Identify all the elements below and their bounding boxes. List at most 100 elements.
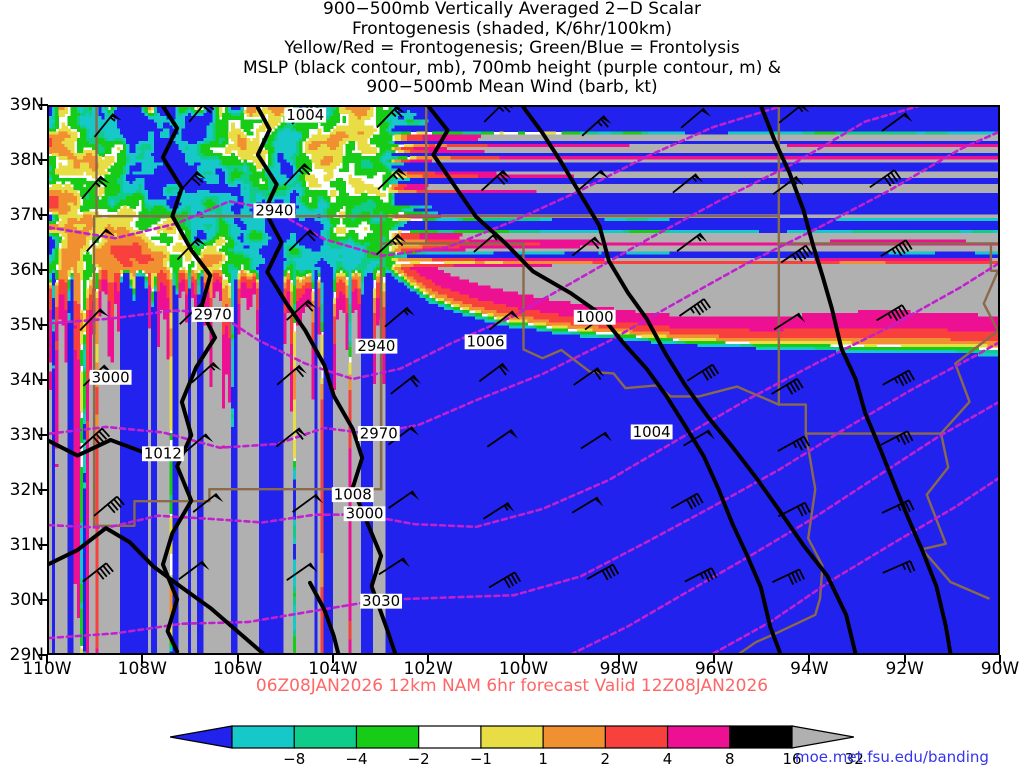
- lat-tick-label-37: 37N: [9, 205, 44, 225]
- wind-barb: [473, 231, 504, 253]
- wind-barb: [780, 244, 813, 264]
- colorbar-swatches: [170, 725, 854, 749]
- wind-barb: [93, 113, 122, 138]
- lon-tick-label-110W: 110W: [22, 659, 72, 679]
- lon-tick-label-94W: 94W: [790, 659, 829, 679]
- wind-barb: [378, 557, 410, 576]
- lon-tick-mark: [46, 655, 48, 663]
- contour-labels: 1004 1000 1006 1004 1012 1008 2940 2970 2940 2970…: [89, 107, 673, 610]
- wind-barb: [275, 427, 307, 448]
- source-url[interactable]: moe.met.fsu.edu/banding: [795, 748, 989, 766]
- lat-tick-label-36: 36N: [9, 260, 44, 280]
- colorbar-over-arrow: [791, 725, 854, 749]
- wind-barb: [387, 426, 419, 446]
- colorbar[interactable]: −8 −4 −2 −1 1 2 4 8 16 32: [170, 724, 864, 768]
- colorbar-tick-2: 2: [600, 750, 611, 768]
- lat-tick-mark: [39, 654, 48, 656]
- wind-barb: [683, 429, 715, 447]
- lat-tick-label-31: 31N: [9, 535, 44, 555]
- title-line-1: 900−500mb Vertically Averaged 2−D Scalar: [323, 0, 701, 19]
- colorbar-swatch: [666, 725, 731, 749]
- lon-tick-label-102W: 102W: [403, 659, 453, 679]
- map-canvas: 1004 1000 1006 1004 1012 1008 2940 2970 2940 2970…: [49, 107, 998, 653]
- wind-barb: [488, 310, 520, 331]
- lon-tick-label-108W: 108W: [117, 659, 167, 679]
- wind-barb: [881, 499, 915, 514]
- lat-tick-mark: [39, 324, 48, 326]
- wind-barb: [86, 228, 116, 252]
- colorbar-tick-16: 16: [782, 750, 802, 768]
- wind-barb: [377, 167, 408, 191]
- height-contour-label: 3000: [89, 368, 132, 386]
- lat-tick-label-32: 32N: [9, 480, 44, 500]
- title-line-2: Frontogenesis (shaded, K/6hr/100km): [352, 18, 672, 39]
- wind-barb: [390, 374, 422, 395]
- lon-tick-mark: [141, 655, 144, 663]
- lon-tick-mark: [903, 655, 906, 663]
- wind-barb: [686, 363, 720, 382]
- wind-barb: [773, 312, 806, 331]
- wind-barb: [376, 107, 406, 129]
- lon-tick-label-96W: 96W: [694, 659, 734, 679]
- wind-barb: [188, 107, 215, 123]
- lat-tick-label-30: 30N: [9, 590, 44, 610]
- lat-tick-label-38: 38N: [9, 150, 44, 170]
- wind-barb: [580, 431, 613, 450]
- title-block: 900−500mb Vertically Averaged 2−D Scalar…: [0, 0, 1024, 98]
- title-line-4: MSLP (black contour, mb), 700mb height (…: [242, 57, 782, 78]
- wind-barb: [288, 229, 319, 252]
- wind-barb: [376, 233, 406, 256]
- wind-barb: [384, 306, 415, 328]
- mslp-contour-label: 1012: [142, 445, 184, 463]
- wind-barb: [571, 236, 603, 257]
- lat-tick-label-33: 33N: [9, 425, 44, 445]
- wind-barb: [882, 369, 915, 387]
- lon-tick-mark: [427, 655, 430, 663]
- wind-barb: [876, 304, 909, 322]
- map-plot-area[interactable]: 1004 1000 1006 1004 1012 1008 2940 2970 2940 2970…: [47, 105, 1000, 655]
- lon-tick-label-104W: 104W: [308, 659, 358, 679]
- wind-barb: [777, 501, 811, 518]
- colorbar-tick-−4: −4: [345, 750, 368, 768]
- lat-tick-mark: [39, 214, 48, 216]
- lat-tick-mark: [39, 379, 48, 381]
- wind-barb: [286, 562, 318, 581]
- wind-barb: [79, 308, 109, 331]
- wind-barb: [488, 571, 522, 589]
- wind-barb: [486, 429, 519, 448]
- forecast-caption: 06Z08JAN2026 12km NAM 6hr forecast Valid…: [255, 676, 769, 696]
- lat-tick-mark: [39, 599, 48, 601]
- colorbar-tick-32: 32: [844, 750, 864, 768]
- lon-tick-label-90W: 90W: [980, 659, 1020, 679]
- wind-barb: [482, 502, 515, 520]
- wind-barb: [177, 170, 206, 195]
- wind-barb: [276, 364, 307, 386]
- height-contour-label: 2940: [253, 202, 296, 220]
- wind-barb: [176, 237, 207, 261]
- wind-barb: [81, 175, 110, 200]
- colorbar-tick-−2: −2: [407, 750, 430, 768]
- mslp-contour-label: 1006: [464, 333, 507, 351]
- lon-tick-label-106W: 106W: [212, 659, 263, 679]
- colorbar-tick-4: 4: [662, 750, 673, 768]
- wind-barb: [578, 169, 609, 191]
- wind-barb: [388, 490, 420, 509]
- wind-barb: [581, 115, 612, 137]
- colorbar-tick-−1: −1: [469, 750, 492, 768]
- wind-barb: [777, 435, 811, 452]
- mslp-contour-label: 1004: [284, 107, 327, 124]
- lon-tick-mark: [999, 655, 1001, 663]
- wind-barb: [670, 492, 704, 510]
- wind-barb: [881, 112, 913, 132]
- wind-barb: [771, 377, 804, 395]
- lon-tick-label-92W: 92W: [885, 659, 924, 679]
- colorbar-tick-8: 8: [724, 750, 735, 768]
- colorbar-swatch: [293, 725, 358, 749]
- mslp-contour-label: 1000: [573, 308, 616, 326]
- wind-barb: [676, 232, 708, 252]
- wind-barb: [283, 163, 313, 186]
- colorbar-under-arrow: [170, 725, 233, 749]
- lon-tick-mark: [331, 655, 334, 663]
- wind-barb: [79, 427, 111, 450]
